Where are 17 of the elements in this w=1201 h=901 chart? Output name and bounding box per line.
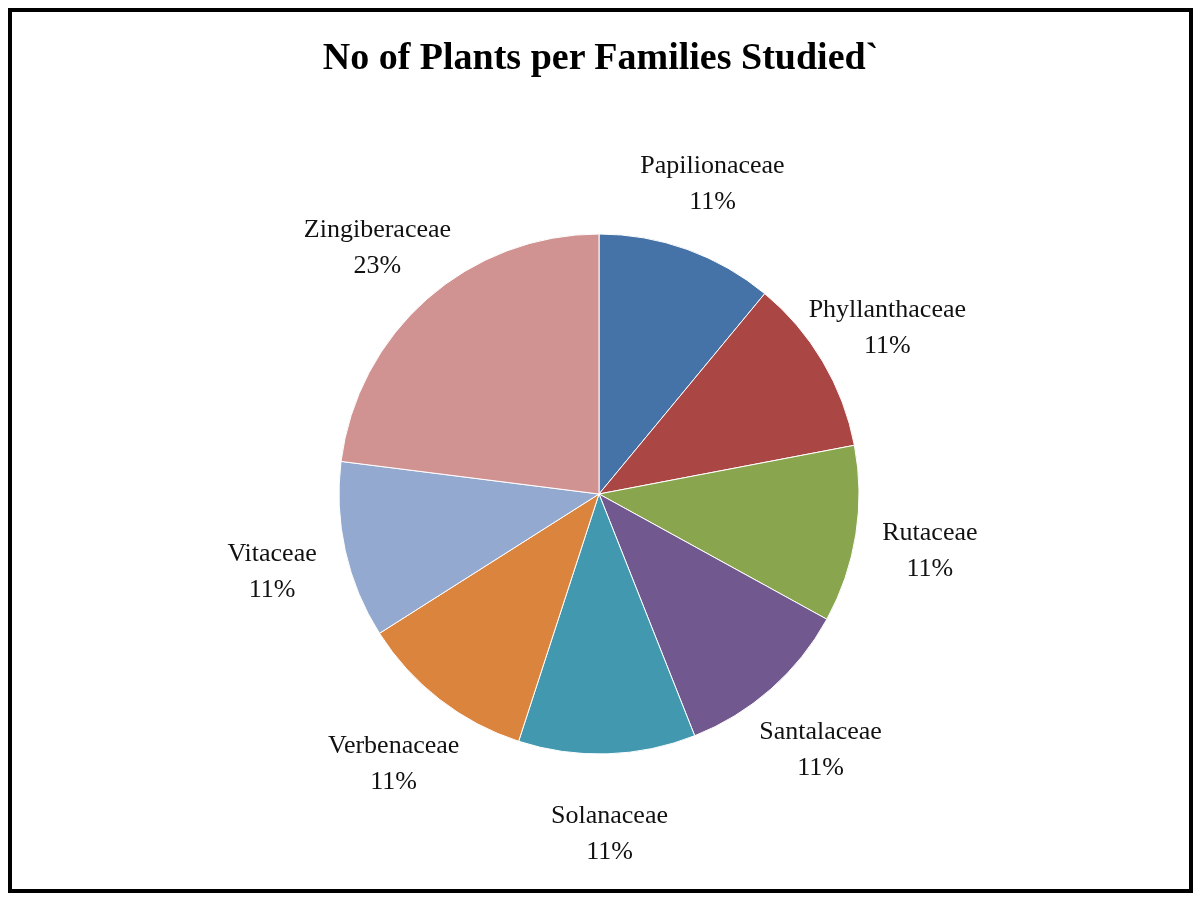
data-label: 11% [797,752,844,782]
slice-label: Phyllanthaceae [808,294,967,324]
data-label: 11% [586,835,633,865]
slice-label: Zingiberaceae [303,213,452,243]
data-label: 11% [689,185,736,215]
data-label: 11% [248,574,296,604]
slice-label: Verbenaceae [328,729,460,759]
slice-label: Papilionaceae [640,149,785,179]
slice-label: Solanaceae [551,799,668,829]
data-label: 11% [906,553,954,583]
chart-title: No of Plants per Families Studied` [321,34,880,79]
slice-label: Rutaceae [882,517,978,547]
data-label: 23% [353,249,402,279]
slice-label: Vitaceae [227,538,317,568]
data-label: 11% [864,330,911,360]
data-label: 11% [370,765,418,795]
slice-label: Santalaceae [759,716,882,746]
